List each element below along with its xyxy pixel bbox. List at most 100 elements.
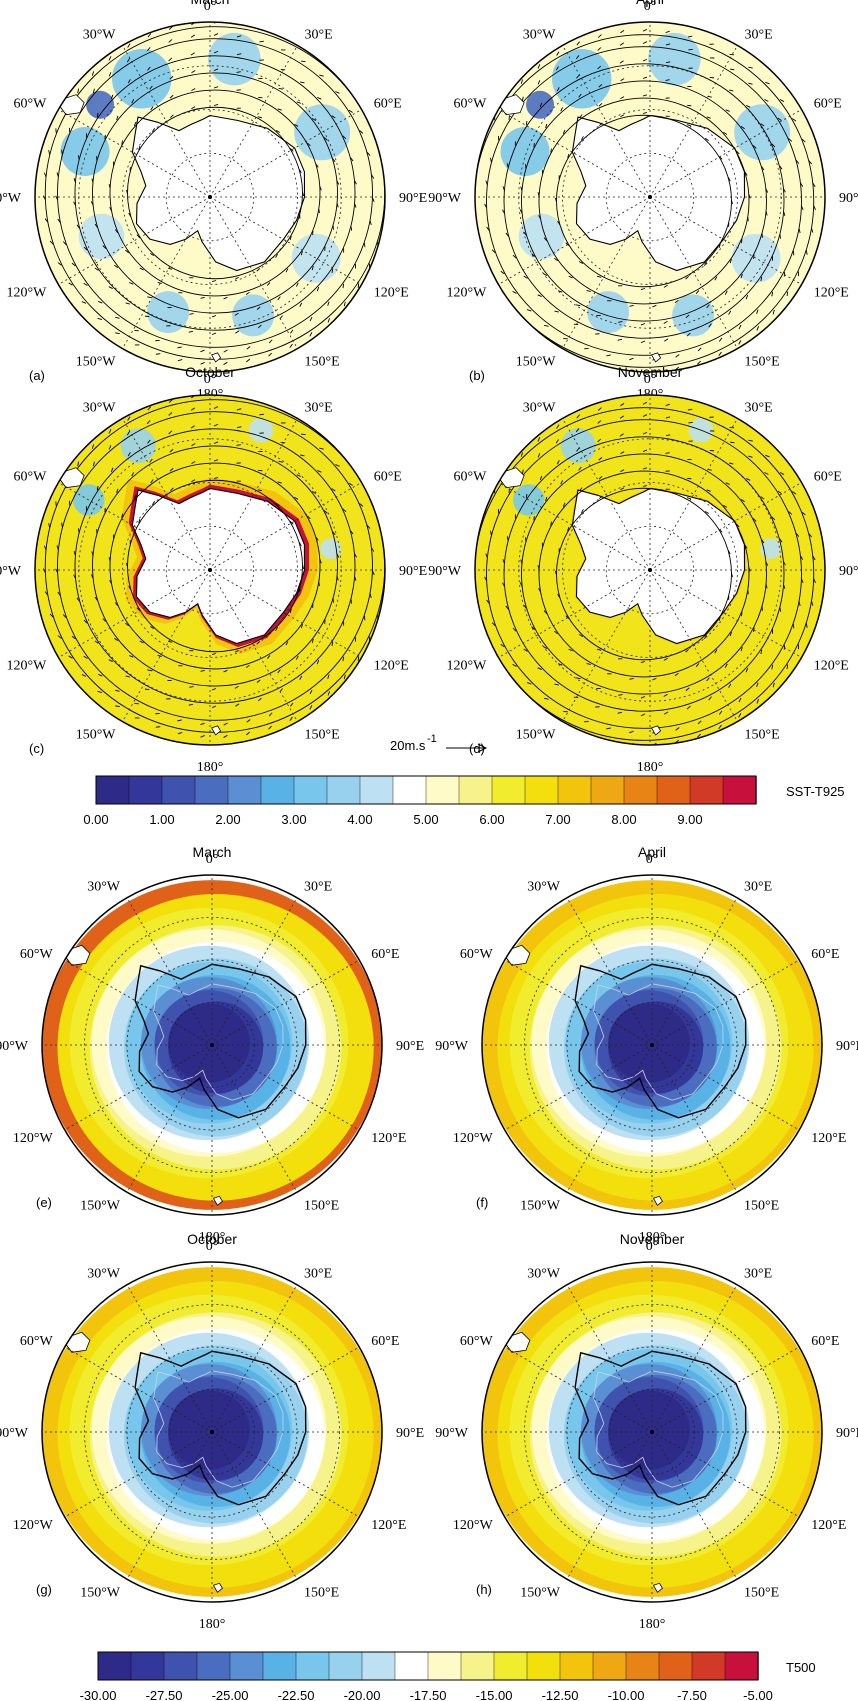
wind-arrow [640, 340, 646, 344]
wind-arrow [558, 663, 563, 666]
wind-arrow [686, 705, 691, 710]
wind-arrow [191, 106, 196, 110]
wind-arrow [801, 511, 806, 516]
wind-arrow [771, 291, 774, 297]
wind-arrow [596, 648, 602, 651]
wind-arrow [116, 115, 119, 121]
longitude-label: 90°E [396, 1039, 424, 1054]
colorbar-cell [590, 775, 625, 805]
wind-arrow [223, 349, 228, 353]
wind-arrow [309, 705, 313, 710]
wind-arrow [783, 561, 786, 566]
antarctica-coastline [134, 1350, 307, 1506]
meridian-line [126, 897, 213, 1046]
wind-arrow [550, 521, 552, 526]
wind-arrow [188, 703, 194, 706]
wind-arrow [486, 643, 491, 647]
wind-arrow [526, 309, 532, 312]
wind-arrow [562, 129, 566, 134]
wind-arrow [102, 245, 107, 249]
new-zealand-island [651, 725, 662, 736]
wind-arrow [311, 638, 314, 644]
meridian-line [211, 1346, 360, 1433]
wind-arrow [102, 618, 107, 622]
latitude-circle [562, 109, 738, 285]
meridian-line [566, 1044, 653, 1193]
colorbar-tick-label: 9.00 [677, 812, 702, 827]
wind-arrow [788, 138, 793, 142]
longitude-label: 120°W [6, 659, 47, 674]
meridian-line [649, 45, 738, 198]
wind-arrow [335, 464, 340, 467]
wind-arrow [147, 296, 152, 299]
wind-arrow [94, 596, 98, 601]
wind-arrow [125, 249, 129, 254]
wind-arrow [268, 339, 273, 344]
antarctica-continent [131, 487, 306, 645]
sst-anomaly-patch [672, 294, 715, 337]
wind-arrow [319, 74, 324, 77]
wind-arrow [149, 458, 153, 463]
sst-anomaly-patch [518, 213, 565, 260]
wind-arrow [169, 448, 174, 453]
longitude-label: 90°W [0, 564, 22, 579]
wind-arrow [512, 627, 517, 632]
wind-arrow [779, 538, 783, 543]
wind-arrow [348, 109, 353, 113]
meridian-line [651, 1431, 800, 1518]
south-pole-dot [650, 1430, 654, 1434]
wind-arrow [629, 678, 634, 680]
meridian-line [562, 196, 651, 349]
wind-arrow [327, 318, 331, 323]
wind-arrow [177, 732, 183, 735]
wind-arrow [576, 41, 580, 46]
wind-arrow [350, 226, 353, 231]
wind-arrow [704, 261, 707, 267]
wind-arrow [723, 504, 728, 508]
wind-arrow [729, 441, 735, 444]
wind-arrow [150, 106, 154, 111]
wind-arrow [97, 317, 102, 320]
wind-arrow [309, 332, 313, 337]
colorbar-tick-label: 2.00 [215, 812, 240, 827]
colorbar-cell [559, 1651, 594, 1681]
wind-arrow [146, 47, 151, 52]
wind-arrow [309, 316, 313, 322]
colorbar-sst: 0.00 1.00 2.00 3.00 4.00 5.00 6.00 7.00 8.00 9.00… [83, 775, 845, 827]
panel-letter: (b) [469, 368, 485, 383]
wind-arrow [92, 461, 95, 467]
wind-arrow [748, 567, 751, 572]
latitude-circle [609, 1002, 695, 1088]
wind-arrow [90, 574, 94, 579]
wind-arrow [568, 648, 573, 652]
wind-streamline [538, 97, 750, 305]
wind-arrow [306, 142, 311, 147]
wind-arrow [311, 265, 314, 271]
wind-arrow [83, 246, 88, 251]
wind-arrow [91, 551, 94, 556]
meridian-line [504, 1346, 653, 1433]
wind-arrow [520, 559, 523, 564]
wind-arrow [57, 635, 62, 639]
wind-streamline [109, 89, 321, 297]
longitude-label: 150°W [520, 1585, 561, 1600]
wind-arrow [642, 401, 648, 405]
wind-streamline [475, 34, 815, 368]
wind-arrow [537, 294, 542, 297]
wind-arrow [42, 195, 46, 200]
wind-arrow [114, 602, 119, 607]
wind-arrow [275, 626, 278, 631]
wind-arrow [213, 406, 219, 409]
colorbar-cell [130, 1651, 165, 1681]
wind-arrow [506, 163, 509, 168]
wind-arrow [155, 726, 161, 728]
wind-arrow [200, 362, 205, 365]
longitude-label: 120°W [13, 1131, 54, 1146]
wind-arrow [484, 576, 488, 581]
wind-arrow [236, 71, 241, 73]
wind-arrow [565, 242, 570, 246]
latitude-circle [165, 152, 255, 242]
wind-arrow [94, 640, 99, 644]
wind-arrow [792, 491, 797, 495]
longitude-label: 180° [639, 1230, 666, 1245]
